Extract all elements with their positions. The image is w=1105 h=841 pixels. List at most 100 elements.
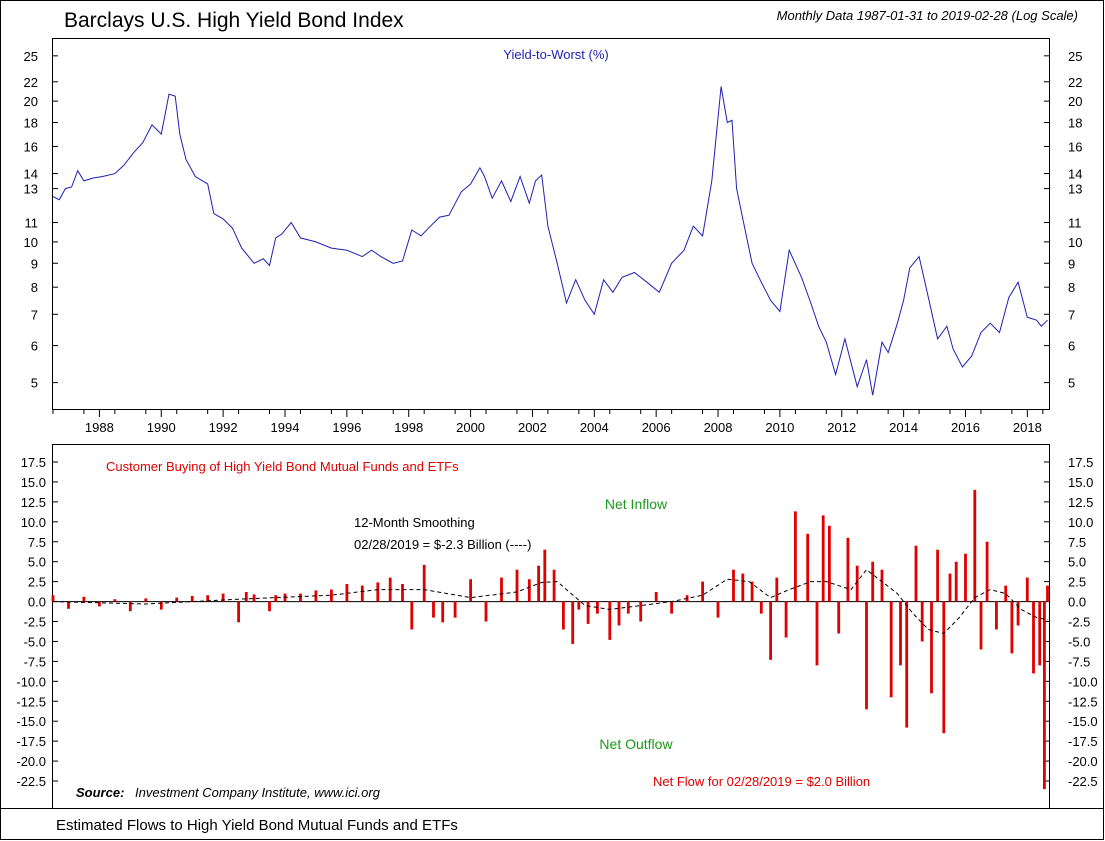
net-flow-bar [899,601,902,666]
year-tick-label: 1988 [85,420,114,435]
net-flow-bar [1025,577,1029,602]
flow-y-tick-label-left: -12.5 [16,694,46,709]
flow-y-tick-label-left: -10.0 [16,674,46,689]
net-flow-bar [846,537,850,602]
net-flow-bar [654,592,658,602]
net-flow-bar [51,595,55,602]
flow-y-tick-label-left: -5.0 [24,634,46,649]
net-flow-bar [759,601,763,614]
net-flow-bar [221,593,225,602]
net-flow-bar [543,549,547,602]
net-flow-bar [626,601,630,614]
net-flow-bar [855,565,859,602]
net-flow-bar [806,533,810,602]
net-outflow-label: Net Outflow [599,736,673,752]
net-flow-bar [299,593,302,602]
flow-y-tick-label-right: -12.5 [1068,694,1098,709]
flow-y-tick-label-right: 15.0 [1068,475,1093,490]
net-flow-bar [432,601,435,618]
net-flow-bar [244,592,248,602]
net-flow-bar [159,601,163,610]
flow-y-tick-label-left: 0.0 [28,595,46,610]
net-flow-bar [889,601,893,698]
yield-panel-frame [52,38,1050,410]
flow-y-tick-label-right: -5.0 [1068,634,1090,649]
yield-series-title: Yield-to-Worst (%) [503,47,608,62]
year-tick-label: 2010 [765,420,794,435]
yield-y-tick-label-right: 18 [1068,116,1082,131]
year-tick-label: 2004 [580,420,609,435]
data-range-note: Monthly Data 1987-01-31 to 2019-02-28 (L… [777,8,1078,23]
net-flow-bar [732,569,735,602]
net-flow-bar [144,598,148,602]
chart-title: Barclays U.S. High Yield Bond Index [64,9,404,32]
net-flow-bar [527,579,531,602]
net-flow-bar [1010,601,1014,654]
yield-y-tick-label-right: 7 [1068,307,1075,322]
source-label: Source: [76,785,124,800]
flow-y-tick-label-right: -10.0 [1068,674,1098,689]
flow-plot-area [51,489,1049,789]
yield-y-tick-label-left: 7 [31,307,38,322]
yield-y-tick-label-left: 6 [31,339,38,354]
net-flow-bar [914,545,918,602]
net-flow-bar [206,595,210,602]
flow-y-tick-label-right: -20.0 [1068,754,1098,769]
net-flow-bar [837,601,841,634]
net-flow-bar [360,585,364,602]
flow-y-tick-label-right: 2.5 [1068,575,1086,590]
yield-y-tick-label-right: 11 [1068,216,1082,231]
year-tick-label: 2012 [827,420,856,435]
year-tick-label: 2006 [642,420,671,435]
net-flow-bar [948,573,952,602]
yield-plot-area [52,86,1048,396]
net-flow-bar [670,601,673,614]
net-flow-bar [190,596,194,602]
net-flow-bar [67,601,70,609]
flow-y-tick-label-left: 7.5 [28,535,46,550]
net-flow-bar [964,553,967,602]
source-text: Investment Company Institute, www.ici.or… [135,785,381,800]
net-flow-bar [98,601,101,607]
net-flow-bar [562,601,565,630]
flow-y-tick-label-right: 17.5 [1068,455,1093,470]
net-flow-bar [345,584,349,602]
net-flow-bar [1016,601,1020,626]
net-flow-bar [920,601,924,642]
yield-y-tick-label-right: 13 [1068,182,1082,197]
net-flow-bar [617,601,621,626]
net-flow-bar [1032,601,1035,674]
net-flow-bar [441,601,445,623]
net-flow-bar [985,541,989,602]
net-flow-bar [973,489,977,602]
net-flow-bar [376,582,380,602]
net-flow-bar [716,601,720,618]
flow-y-tick-label-right: -15.0 [1068,714,1098,729]
flow-panel-title: Customer Buying of High Yield Bond Mutua… [106,459,459,474]
net-flow-bar [942,601,946,734]
yield-y-tick-label-left: 18 [24,116,38,131]
net-flow-bar [954,561,958,602]
net-flow-bar [268,601,271,612]
net-flow-bar [828,525,831,602]
flow-y-tick-label-left: -22.5 [16,774,46,789]
net-flow-bar [537,565,540,602]
net-flow-bar [1004,585,1008,602]
flow-y-tick-label-left: -7.5 [24,654,46,669]
flow-y-tick-label-left: 5.0 [28,555,46,570]
flow-y-tick-label-left: -17.5 [16,734,46,749]
year-tick-label: 2018 [1013,420,1042,435]
yield-y-tick-label-left: 22 [24,75,38,90]
flow-y-tick-label-right: -17.5 [1068,734,1098,749]
net-flow-bar [741,573,745,602]
net-flow-bar [274,595,278,602]
flow-y-tick-label-right: -7.5 [1068,654,1090,669]
net-flow-bar [571,601,575,644]
yield-y-tick-label-left: 25 [24,49,38,64]
yield-y-tick-label-left: 5 [31,376,38,391]
yield-y-tick-label-right: 25 [1068,49,1082,64]
net-flow-bar [775,577,779,602]
flow-y-tick-label-left: -2.5 [24,615,46,630]
